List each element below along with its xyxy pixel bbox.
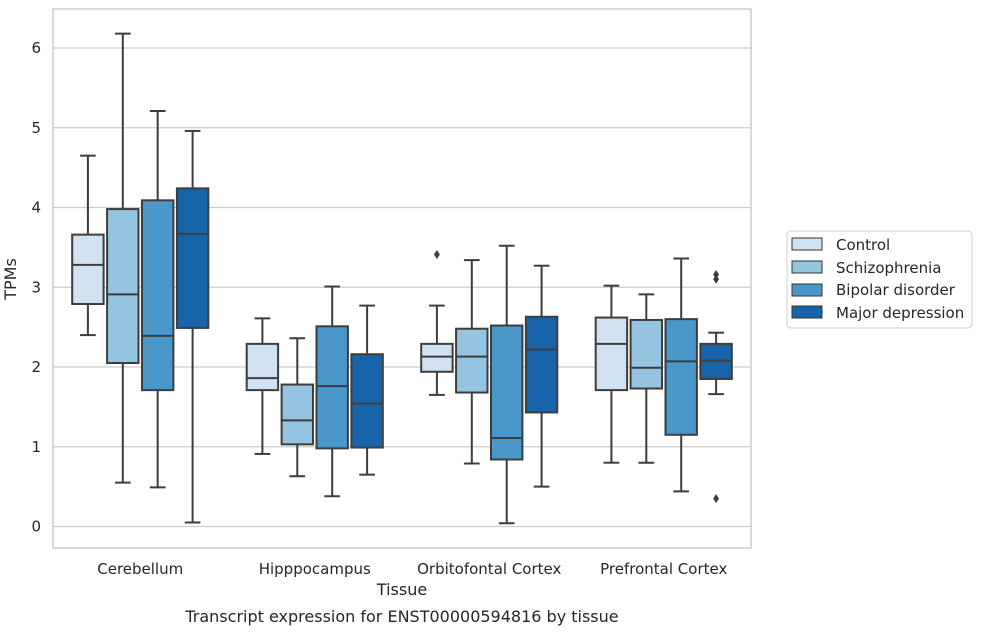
legend-label-control: Control: [836, 236, 890, 254]
legend-label-bipolar-disorder: Bipolar disorder: [836, 281, 956, 299]
box-iqr: [524, 315, 559, 414]
box-cerebellum-control: [71, 154, 105, 337]
plot-frame: [52, 8, 752, 549]
box-iqr: [140, 199, 175, 392]
x-axis-title: Tissue: [376, 580, 427, 599]
y-tick-labels: 0 1 2 3 4 5 6: [31, 39, 41, 536]
box-iqr: [455, 327, 489, 394]
box-iqr: [420, 342, 454, 373]
box-iqr: [175, 187, 210, 329]
box-hipppocampus-major-depression: [350, 304, 384, 476]
legend-swatch-major-depression: [791, 305, 823, 319]
y-tick-label-5: 5: [31, 119, 41, 137]
box-iqr: [350, 353, 384, 449]
legend-swatch-schizophrenia: [791, 260, 823, 274]
box-iqr: [106, 208, 140, 365]
chart-caption: Transcript expression for ENST0000059481…: [184, 607, 618, 626]
y-axis-title: TPMs: [1, 258, 20, 301]
box-series-group: [71, 32, 733, 525]
box-iqr: [664, 318, 698, 436]
box-hipppocampus-schizophrenia: [280, 337, 315, 478]
box-orbitofontal-cortex-control: [420, 250, 454, 396]
box-iqr: [280, 383, 315, 446]
legend-frame: [786, 230, 973, 329]
x-tick-labels: Cerebellum Hipppocampus Orbitofontal Corte…: [97, 560, 727, 578]
outlier-point: [713, 274, 720, 284]
legend-swatch-control: [791, 237, 823, 251]
legend-label-major-depression: Major depression: [836, 304, 964, 322]
box-cerebellum-bipolar-disorder: [140, 110, 175, 489]
x-tick-label-prefrontal-cortex: Prefrontal Cortex: [600, 560, 727, 578]
outlier-point: [713, 269, 720, 279]
x-tick-label-orbitofontal-cortex: Orbitofontal Cortex: [417, 560, 561, 578]
legend-swatch-bipolar-disorder: [791, 283, 823, 297]
box-hipppocampus-bipolar-disorder: [315, 285, 349, 498]
box-orbitofontal-cortex-major-depression: [524, 264, 559, 488]
box-prefrontal-cortex-control: [594, 284, 629, 464]
y-tick-label-6: 6: [31, 39, 41, 57]
x-tick-label-hipppocampus: Hipppocampus: [259, 560, 371, 578]
box-iqr: [594, 316, 629, 392]
box-iqr: [315, 325, 349, 450]
y-tick-label-2: 2: [31, 358, 41, 376]
legend-label-schizophrenia: Schizophrenia: [836, 259, 941, 277]
box-iqr: [71, 233, 105, 305]
outlier-point: [433, 250, 440, 260]
box-cerebellum-schizophrenia: [106, 32, 140, 484]
box-hipppocampus-control: [245, 317, 280, 455]
box-orbitofontal-cortex-schizophrenia: [455, 259, 489, 465]
x-tick-label-cerebellum: Cerebellum: [97, 560, 183, 578]
box-iqr: [245, 342, 280, 392]
box-prefrontal-cortex-bipolar-disorder: [664, 257, 698, 493]
box-prefrontal-cortex-schizophrenia: [629, 293, 664, 464]
box-orbitofontal-cortex-bipolar-disorder: [489, 244, 524, 525]
y-tick-label-3: 3: [31, 278, 41, 296]
box-prefrontal-cortex-major-depression: [699, 269, 733, 504]
outlier-point: [713, 494, 720, 504]
box-iqr: [629, 318, 664, 390]
legend: Control Schizophrenia Bipolar disorder M…: [786, 230, 973, 329]
y-tick-label-1: 1: [31, 438, 41, 456]
y-tick-label-0: 0: [31, 518, 41, 536]
box-iqr: [489, 324, 524, 461]
box-cerebellum-major-depression: [175, 129, 210, 524]
y-tick-label-4: 4: [31, 199, 41, 217]
